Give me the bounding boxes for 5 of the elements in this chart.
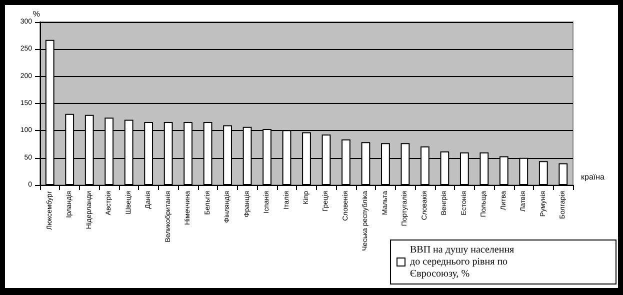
legend-label: ВВП на душу населення до середнього рівня по Євросоюзу, %: [410, 244, 517, 280]
bar: [558, 163, 568, 185]
y-axis-title: %: [32, 10, 40, 18]
x-axis-title: країна: [581, 172, 606, 182]
bar: [538, 161, 548, 185]
